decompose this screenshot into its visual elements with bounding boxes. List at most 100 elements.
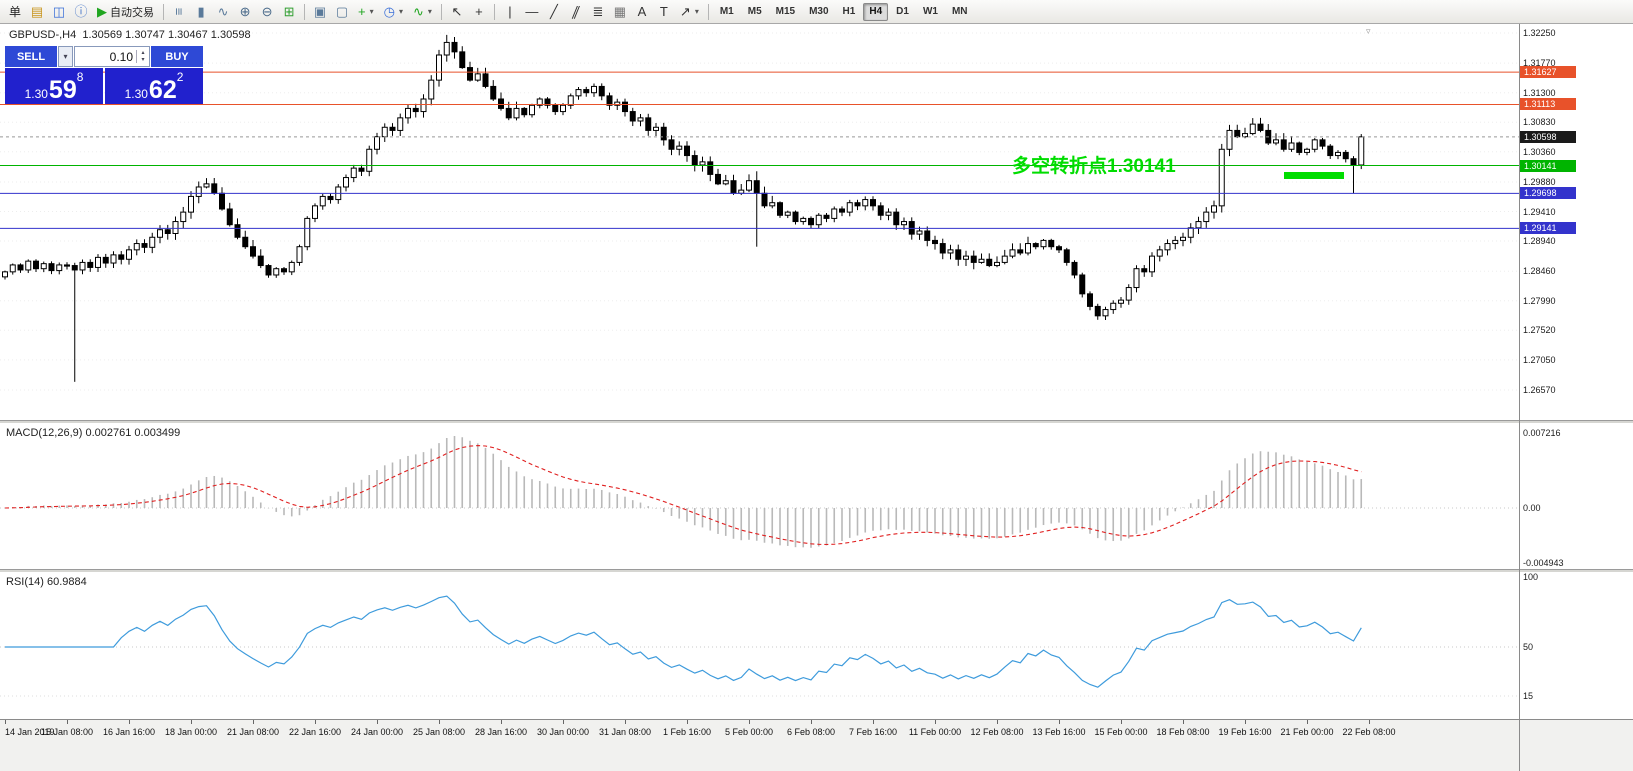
cursor-icon[interactable]: ↖ — [446, 2, 468, 22]
time-axis-label: 25 Jan 08:00 — [412, 727, 466, 737]
periods-button[interactable]: ◷ ▾ — [379, 2, 408, 22]
price-axis-label: 1.30830 — [1523, 117, 1556, 128]
new-order-icon[interactable]: ▤ — [26, 2, 48, 22]
indicators-button[interactable]: ∿ ▾ — [408, 2, 437, 22]
text-icon[interactable]: A — [631, 2, 653, 22]
crosshair-icon[interactable]: + — [468, 2, 490, 22]
macd-axis-label: 0.00 — [1523, 503, 1541, 513]
time-axis-tick — [129, 720, 130, 724]
candlestick-type-icon: ▮ — [197, 4, 205, 19]
line-chart-type-icon[interactable]: ∿ — [212, 2, 234, 22]
text-label-icon[interactable]: T — [653, 2, 675, 22]
bar-chart-type-icon[interactable]: ≡ — [168, 2, 190, 22]
line-chart-type-icon: ∿ — [217, 4, 229, 19]
lot-size-value: 0.10 — [109, 49, 133, 64]
chart-annotation-text[interactable]: 多空转折点1.30141 — [1012, 156, 1176, 177]
autotrading-button[interactable]: ▶ 自动交易 — [92, 2, 159, 22]
time-axis-tick — [1183, 720, 1184, 724]
timeframe-m5-button[interactable]: M5 — [747, 6, 762, 17]
info-icon[interactable]: ⓘ — [70, 2, 92, 22]
main-chart-panel[interactable] — [0, 25, 1519, 420]
macd-axis-label: 0.007216 — [1523, 428, 1561, 438]
equidistant-channel-icon[interactable]: ∥ — [565, 2, 587, 22]
panel-resize-handle[interactable] — [0, 569, 1633, 572]
bid-price-display[interactable]: 1.30 59 8 — [5, 68, 103, 104]
zoom-in-icon[interactable]: ⊕ — [234, 2, 256, 22]
zoom-out-icon[interactable]: ⊖ — [256, 2, 278, 22]
time-axis-tick — [501, 720, 502, 724]
dropdown-arrow-icon: ▾ — [398, 7, 403, 16]
cascade-windows-icon[interactable]: ▣ — [309, 2, 331, 22]
time-axis-label: 21 Feb 00:00 — [1280, 727, 1334, 737]
arrange-windows-icon[interactable]: ▢ — [331, 2, 353, 22]
chart-ohlc-header: GBPUSD-,H4 1.30569 1.30747 1.30467 1.305… — [9, 29, 251, 41]
time-axis-label: 21 Jan 08:00 — [226, 727, 280, 737]
rsi-canvas[interactable] — [0, 572, 1519, 719]
time-axis-label: 30 Jan 00:00 — [536, 727, 590, 737]
timeframe-mn-button[interactable]: MN — [951, 6, 968, 17]
horizontal-line-icon[interactable]: — — [521, 2, 543, 22]
highlight-bar[interactable] — [1284, 172, 1344, 179]
rsi-indicator-panel[interactable] — [0, 572, 1519, 719]
time-axis-label: 18 Feb 08:00 — [1156, 727, 1210, 737]
time-axis-tick — [1369, 720, 1370, 724]
timeframe-h4-button[interactable]: H4 — [863, 2, 889, 21]
timeframe-h1-button[interactable]: H1 — [842, 6, 856, 17]
lot-size-input[interactable]: 0.10 ▴ ▾ — [74, 46, 150, 67]
macd-canvas[interactable] — [0, 423, 1519, 569]
rsi-axis-label: 50 — [1523, 642, 1534, 652]
time-axis[interactable]: 14 Jan 2019 15 Jan 08:00 16 Jan 16:00 18 Ja… — [0, 719, 1633, 771]
timeframe-m30-button[interactable]: M30 — [809, 6, 829, 17]
trendline-icon[interactable]: ╱ — [543, 2, 565, 22]
lot-spinner[interactable]: ▴ ▾ — [136, 49, 149, 64]
timeframe-d1-button[interactable]: D1 — [896, 6, 909, 17]
timeframe-m1-button[interactable]: M1 — [719, 6, 734, 17]
time-axis-tick — [315, 720, 316, 724]
chart-shift-marker-icon[interactable]: ▿ — [1366, 26, 1371, 36]
price-axis-divider — [1519, 24, 1520, 771]
tile-windows-icon[interactable]: ⊞ — [278, 2, 300, 22]
current-price-tag: 1.30598 — [1520, 130, 1576, 143]
time-axis-tick — [67, 720, 68, 724]
macd-indicator-panel[interactable] — [0, 423, 1519, 569]
time-axis-tick — [1307, 720, 1308, 724]
lot-dropdown-arrow-icon[interactable]: ▾ — [58, 46, 73, 67]
spinner-up-icon[interactable]: ▴ — [141, 49, 145, 56]
panel-resize-handle[interactable] — [0, 420, 1633, 423]
sell-button[interactable]: SELL — [5, 46, 57, 67]
charts-menu-icon: ◫ — [52, 4, 66, 19]
indicators-button: ∿ — [412, 4, 424, 19]
price-axis-label: 1.26570 — [1523, 385, 1556, 395]
timeframe-m15-button[interactable]: M15 — [775, 6, 796, 17]
grid-lines-icon[interactable]: ▦ — [609, 2, 631, 22]
zoom-out-icon: ⊖ — [261, 4, 273, 19]
price-axis-label: 1.27990 — [1523, 295, 1556, 306]
arrange-windows-icon: ▢ — [335, 4, 349, 19]
bid-base: 1.30 — [24, 87, 48, 101]
charts-menu-icon[interactable]: ◫ — [48, 2, 70, 22]
arrows-icon[interactable]: ↗ ▾ — [675, 2, 704, 22]
vertical-line-icon[interactable]: | — [499, 2, 521, 22]
price-axis-label: 1.28940 — [1523, 236, 1556, 247]
buy-button[interactable]: BUY — [151, 46, 203, 67]
time-axis-tick — [997, 720, 998, 724]
vertical-line-icon: | — [508, 4, 512, 19]
fibonacci-icon[interactable]: ≣ — [587, 2, 609, 22]
time-axis-label: 12 Feb 08:00 — [970, 727, 1024, 737]
price-chart-canvas[interactable] — [0, 25, 1519, 420]
cursor-icon: ↖ — [451, 4, 463, 19]
spinner-down-icon[interactable]: ▾ — [141, 56, 145, 63]
ask-price-display[interactable]: 1.30 62 2 — [105, 68, 203, 104]
price-axis-label: 1.30360 — [1523, 146, 1556, 157]
new-chart-button[interactable]: + ▾ — [353, 2, 379, 22]
cascade-windows-icon: ▣ — [313, 4, 327, 19]
timeframe-w1-button[interactable]: W1 — [922, 6, 938, 17]
candlestick-type-icon[interactable]: ▮ — [190, 2, 212, 22]
time-axis-tick — [873, 720, 874, 724]
time-axis-tick — [253, 720, 254, 724]
fibonacci-icon: ≣ — [592, 4, 604, 19]
order-menu-button[interactable]: 单 — [9, 5, 22, 19]
rsi-axis-label: 15 — [1523, 691, 1534, 701]
one-click-trading-panel: SELL ▾ 0.10 ▴ ▾ BUY 1.30 59 8 1.30 62 2 — [5, 46, 203, 104]
